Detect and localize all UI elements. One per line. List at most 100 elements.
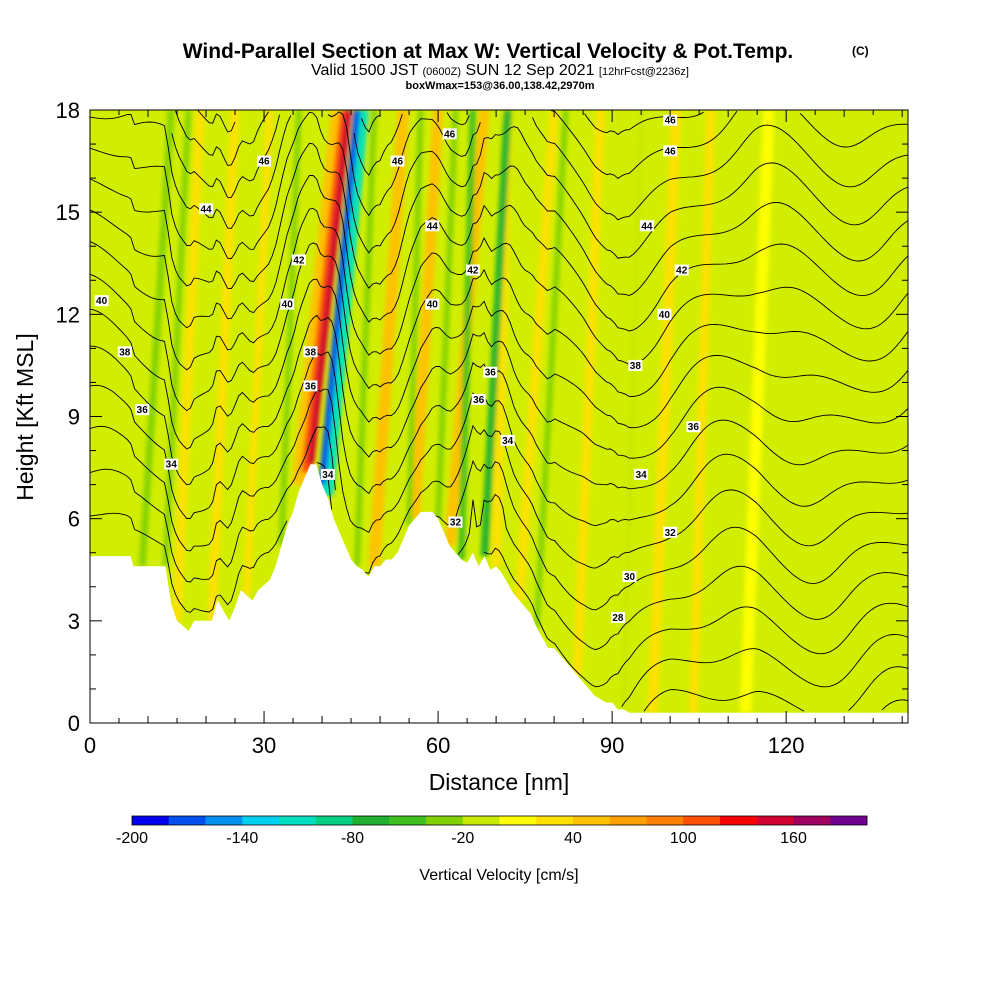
title-copyright-mark: (C) [852, 44, 869, 58]
contour-label-bg [303, 346, 318, 358]
colorbar-swatch [242, 816, 280, 825]
downdraft-streak [480, 110, 512, 557]
colorbar-swatch [132, 816, 170, 825]
contour-label-bg [657, 308, 672, 320]
contour-label: 34 [502, 436, 514, 447]
theta-contour [197, 110, 236, 133]
updraft-streak [688, 110, 716, 713]
contour-label: 46 [258, 157, 270, 168]
colorbar-swatch [352, 816, 390, 825]
contour-label: 40 [427, 300, 439, 311]
updraft-streak [572, 110, 605, 676]
colorbar-swatch [793, 816, 831, 825]
contour-label: 42 [467, 266, 479, 277]
updraft-streak [409, 110, 444, 519]
downdraft-streak [533, 110, 569, 628]
downdraft-streak [353, 110, 378, 567]
contour-label-bg [465, 264, 480, 276]
updraft-streak [514, 110, 559, 601]
contour-label: 40 [96, 296, 108, 307]
contour-label: 32 [665, 528, 677, 539]
theta-contour [171, 110, 908, 198]
colorbar-swatch [499, 816, 537, 825]
updraft-streak [306, 110, 352, 465]
contour-label: 46 [665, 146, 677, 157]
updraft-streak [739, 110, 775, 713]
contour-label: 38 [305, 347, 317, 358]
contour-label: 44 [427, 221, 439, 232]
downdraft-streak [457, 110, 477, 560]
colorbar-tick-label: 100 [670, 830, 697, 847]
chart-subtitle-box: boxWmax=153@36.00,138.42,2970m [406, 80, 595, 92]
contour-label: 30 [624, 572, 636, 583]
x-tick-label: 60 [426, 733, 450, 758]
contour-label-bg [663, 145, 678, 157]
subtitle-utc: (0600Z) [423, 66, 462, 78]
chart-subtitle: Valid 1500 JST (0600Z) SUN 12 Sep 2021 [… [311, 62, 689, 79]
colorbar-swatch [573, 816, 611, 825]
contour-label-bg [634, 468, 649, 480]
contour-label: 36 [473, 395, 485, 406]
colorbar: -200 -140 -80 -20 40 100 160 [116, 815, 868, 847]
contour-label-bg [622, 571, 637, 583]
subtitle-date: SUN 12 Sep 2021 [465, 62, 594, 79]
colorbar-frame [131, 815, 868, 826]
contour-label-bg [164, 458, 179, 470]
y-tick-label: 15 [56, 200, 80, 225]
updraft-streak [368, 110, 410, 567]
contour-label-bg [674, 264, 689, 276]
contour-label-bg [663, 114, 678, 126]
theta-contour [90, 207, 908, 371]
contour-label: 46 [392, 157, 404, 168]
downdraft-streak [318, 110, 361, 485]
theta-contour [90, 314, 908, 486]
contour-label: 42 [293, 255, 305, 266]
contour-label-bg [280, 298, 295, 310]
chart-title: Wind-Parallel Section at Max W: Vertical… [183, 40, 794, 63]
colorbar-swatch [830, 816, 868, 825]
theta-contour-labels: 46 46 46 46 46 44 44 44 42 42 42 40 40 40 40 38 38 36 36 36… [94, 114, 701, 624]
downdraft-streak [138, 110, 175, 567]
contour-label: 40 [659, 310, 671, 321]
contour-label: 36 [485, 368, 497, 379]
theta-contour [90, 424, 908, 583]
colorbar-tick-label: 160 [780, 830, 807, 847]
subtitle-valid: Valid 1500 JST [311, 62, 419, 79]
downdraft-streak [278, 110, 302, 546]
colorbar-swatch [720, 816, 758, 825]
contour-label: 32 [450, 518, 462, 529]
contour-label-bg [291, 254, 306, 266]
contour-label-bg [500, 434, 515, 446]
theta-contour [621, 634, 908, 707]
contour-label-bg [425, 220, 440, 232]
contour-label-bg [425, 298, 440, 310]
contour-label: 44 [641, 221, 653, 232]
updraft-streak [491, 110, 513, 567]
contour-label: 36 [688, 422, 700, 433]
theta-contour [483, 547, 908, 688]
updraft-streak [647, 110, 682, 713]
contour-label-bg [448, 516, 463, 528]
colorbar-swatch [205, 816, 243, 825]
contour-label-bg [610, 611, 625, 623]
x-tick-label: 30 [252, 733, 276, 758]
contour-label: 42 [676, 266, 688, 277]
theta-contours [90, 110, 908, 712]
contour-label: 38 [630, 361, 642, 372]
contour-label: 36 [305, 381, 317, 392]
downdraft-streak [435, 110, 459, 519]
colorbar-swatch [315, 816, 353, 825]
x-tick-label: 120 [768, 733, 805, 758]
contour-label: 40 [282, 300, 294, 311]
colorbar-swatch [462, 816, 500, 825]
theta-contour [90, 174, 908, 332]
terrain-mask [90, 464, 908, 723]
contour-label: 44 [200, 204, 212, 215]
contour-label: 34 [166, 460, 178, 471]
contour-label-bg [303, 380, 318, 392]
contour-label-bg [471, 393, 486, 405]
colorbar-tick-label: -80 [341, 830, 364, 847]
velocity-field [90, 110, 908, 723]
